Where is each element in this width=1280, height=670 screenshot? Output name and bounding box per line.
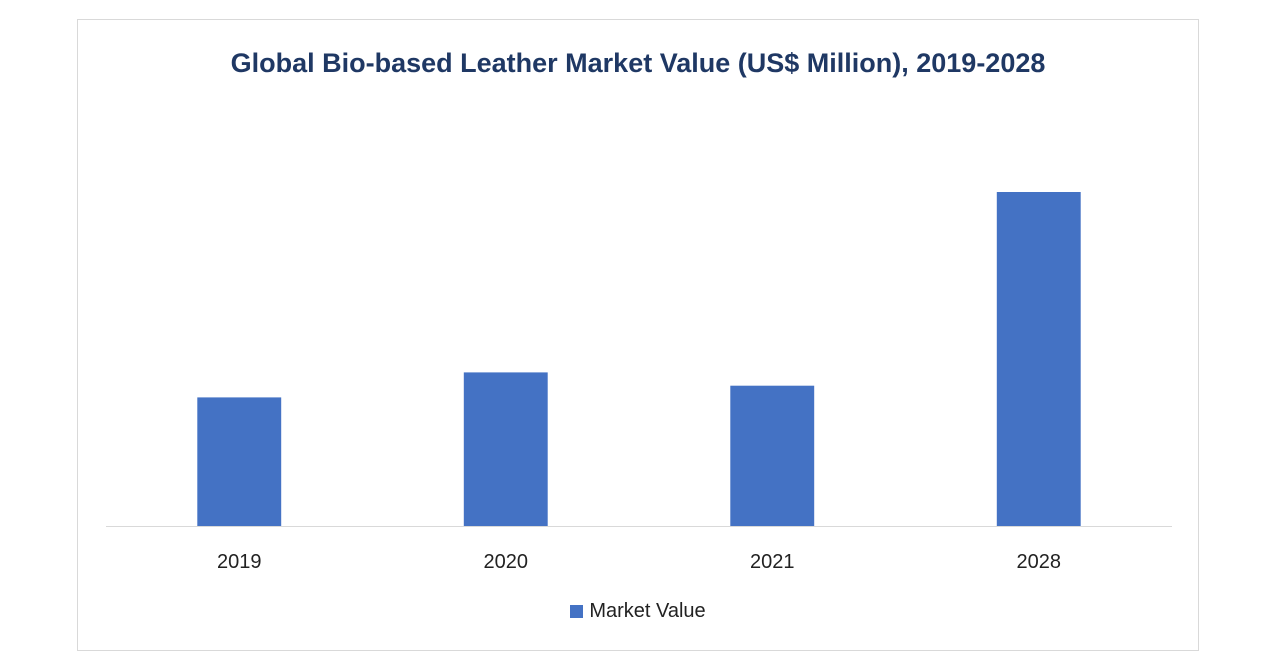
bar-2021 xyxy=(730,385,815,526)
x-tick-label-2021: 2021 xyxy=(750,551,795,573)
bar-2020 xyxy=(463,372,548,526)
x-tick-label-2020: 2020 xyxy=(484,551,529,573)
bar-2019 xyxy=(197,397,282,526)
legend-label-market-value: Market Value xyxy=(589,600,706,622)
bars-group xyxy=(197,192,1081,526)
x-tick-label-2028: 2028 xyxy=(1017,551,1062,573)
chart-title: Global Bio-based Leather Market Value (U… xyxy=(230,48,1046,78)
chart-frame: Global Bio-based Leather Market Value (U… xyxy=(77,19,1199,651)
legend: Market Value xyxy=(78,600,1198,623)
legend-swatch-market-value xyxy=(570,605,584,618)
x-tick-label-2019: 2019 xyxy=(217,551,261,573)
chart-plot: 2019 2020 2021 2028 xyxy=(106,192,1172,573)
bar-2028 xyxy=(996,192,1081,526)
x-tick-labels: 2019 2020 2021 2028 xyxy=(217,551,1061,573)
